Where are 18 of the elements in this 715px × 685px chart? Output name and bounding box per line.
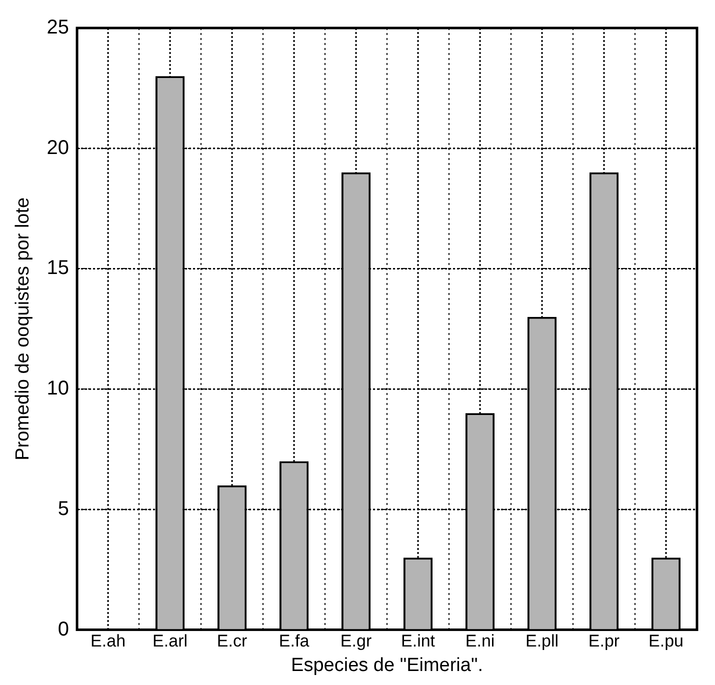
x-tick-label: E.int <box>401 632 436 651</box>
x-tick-label: E.pu <box>648 632 684 651</box>
y-tick-label: 15 <box>46 257 70 280</box>
x-tick-label: E.fa <box>278 632 310 651</box>
x-tick-label: E.arl <box>152 632 188 651</box>
x-tick-label: E.pll <box>525 632 559 651</box>
y-tick-label: 0 <box>58 618 70 640</box>
x-tick-label: E.pr <box>588 632 620 651</box>
y-tick-label: 10 <box>46 378 70 400</box>
y-tick-label: 25 <box>46 16 70 39</box>
x-tick-label: E.ni <box>465 632 495 651</box>
y-tick-label: 5 <box>58 498 70 520</box>
x-tick-label: E.cr <box>216 632 248 651</box>
x-tick-label: E.ah <box>90 632 126 651</box>
y-tick-label: 20 <box>46 136 70 159</box>
y-axis-title: Promedio de ooquistes por lote <box>12 197 34 460</box>
x-axis-title: Especies de "Eimeria". <box>291 654 484 676</box>
x-tick-label: E.gr <box>340 632 372 651</box>
